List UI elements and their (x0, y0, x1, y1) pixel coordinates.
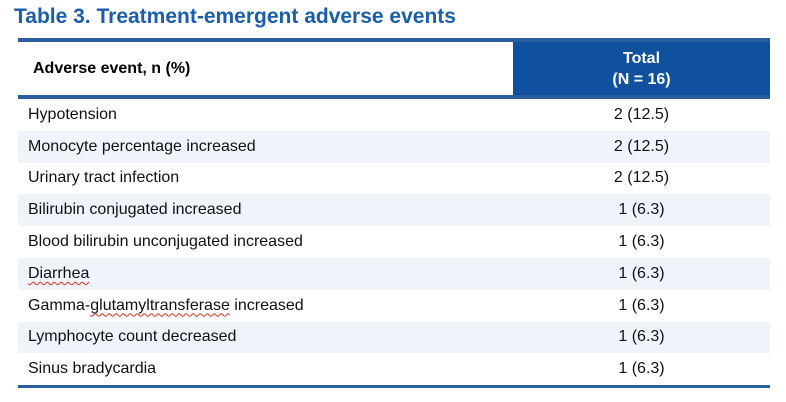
column-header-total-line2: (N = 16) (612, 70, 671, 88)
adverse-event-cell: Gamma-glutamyltransferase increased (18, 297, 513, 315)
adverse-event-text: Blood bilirubin unconjugated increased (28, 233, 303, 251)
adverse-event-cell: Lymphocyte count decreased (18, 328, 513, 346)
table-row: Diarrhea 1 (6.3) (18, 257, 770, 290)
adverse-event-cell: Hypotension (18, 106, 513, 124)
adverse-event-text: Monocyte percentage increased (28, 137, 256, 155)
count-percent-cell: 1 (6.3) (618, 201, 665, 219)
adverse-event-cell: Blood bilirubin unconjugated increased (18, 233, 513, 251)
adverse-event-text: Urinary tract infection (28, 169, 180, 187)
adverse-event-cell: Urinary tract infection (18, 169, 513, 187)
column-header-adverse-event: Adverse event, n (%) (33, 59, 191, 77)
spellcheck-underlined-text: glutamyltransferase (90, 296, 230, 314)
adverse-event-text: Lymphocyte count decreased (28, 328, 237, 346)
adverse-event-text: Bilirubin conjugated increased (28, 201, 242, 219)
table-row: Sinus bradycardia 1 (6.3) (18, 353, 770, 386)
adverse-event-cell: Monocyte percentage increased (18, 138, 513, 156)
table-row: Monocyte percentage increased 2 (12.5) (18, 130, 770, 163)
table-row: Urinary tract infection 2 (12.5) (18, 162, 770, 195)
count-percent-cell: 2 (12.5) (613, 105, 670, 123)
adverse-event-cell: Diarrhea (18, 265, 513, 283)
adverse-event-cell: Sinus bradycardia (18, 360, 513, 378)
adverse-event-text: Sinus bradycardia (28, 360, 157, 378)
count-percent-cell: 1 (6.3) (618, 328, 665, 346)
count-percent-cell: 1 (6.3) (618, 296, 665, 314)
adverse-event-text: Gamma- (28, 296, 91, 314)
count-percent-cell: 1 (6.3) (618, 233, 665, 251)
count-percent-cell: 2 (12.5) (613, 137, 670, 155)
table-body: Hypotension 2 (12.5) Monocyte percentage i… (18, 99, 770, 389)
adverse-events-table: Adverse event, n (%) Total (N = 16) Hypo… (18, 38, 770, 389)
table-row: Gamma-glutamyltransferase increased 1 (6.… (18, 289, 770, 322)
table-row: Bilirubin conjugated increased 1 (6.3) (18, 194, 770, 227)
table-row: Lymphocyte count decreased 1 (6.3) (18, 321, 770, 354)
table-row: Blood bilirubin unconjugated increased 1 … (18, 226, 770, 258)
adverse-event-cell: Bilirubin conjugated increased (18, 201, 513, 219)
count-percent-cell: 2 (12.5) (613, 169, 670, 187)
count-percent-cell: 1 (6.3) (618, 360, 665, 378)
spellcheck-underlined-text: Diarrhea (28, 264, 90, 282)
column-header-total-line1: Total (622, 49, 661, 67)
adverse-event-text: Hypotension (28, 105, 117, 123)
column-header-total: Total (N = 16) (513, 42, 770, 95)
table-title: Table 3. Treatment-emergent adverse even… (14, 5, 456, 28)
table-row: Hypotension 2 (12.5) (18, 99, 770, 131)
adverse-event-text: increased (229, 296, 304, 314)
count-percent-cell: 1 (6.3) (618, 264, 665, 282)
table-header-row: Adverse event, n (%) Total (N = 16) (18, 38, 770, 99)
